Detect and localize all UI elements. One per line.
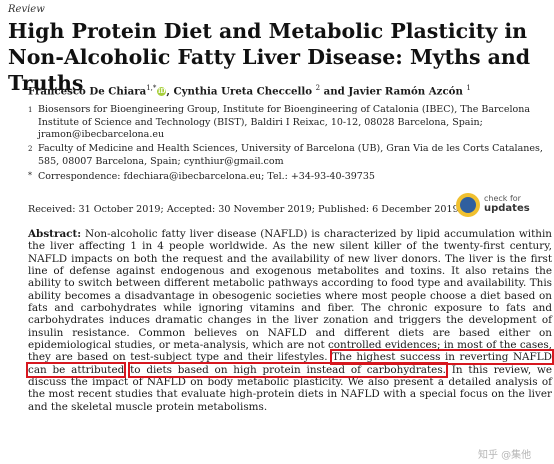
author-1-superscript: 1,*: [146, 84, 157, 92]
check-for-updates-icon: [456, 193, 480, 217]
author-1[interactable]: Francesco De Chiara: [28, 85, 147, 98]
watermark: 知乎 @集他: [478, 450, 532, 461]
check-for-updates-line-2: updates: [484, 203, 530, 214]
author-list: Francesco De Chiara1,* iD, Cynthia Ureta …: [28, 84, 548, 97]
correspondence: * Correspondence: fdechiara@ibecbarcelon…: [28, 171, 548, 184]
affiliation-text: Faculty of Medicine and Health Sciences,…: [38, 143, 543, 167]
check-for-updates-line-1: check for: [484, 194, 521, 203]
highlighted-sentence-line-1: The highest success in reverting NAFLD c…: [26, 349, 554, 378]
abstract-paragraph: Abstract: Non-alcoholic fatty liver dise…: [26, 228, 554, 413]
affiliation-number: 1: [28, 106, 33, 114]
correspondence-marker: *: [28, 171, 32, 180]
affiliation-1: 1 Biosensors for Bioengineering Group, I…: [28, 104, 548, 142]
author-3-superscript: 1: [466, 84, 471, 92]
affiliation-number: 2: [28, 145, 33, 153]
correspondence-text: Correspondence: fdechiara@ibecbarcelona.…: [38, 171, 375, 182]
author-2[interactable]: Cynthia Ureta Checcello: [173, 85, 313, 98]
highlighted-sentence-line-2: to diets based on high protein instead o…: [128, 361, 448, 378]
author-separator: and: [320, 85, 349, 98]
abstract-text-part-2: In this review, we discuss the impact of…: [28, 363, 552, 413]
paper-title-line-2: Non-Alcoholic Fatty Liver Disease: Myths…: [8, 45, 531, 95]
author-2-superscript: 2: [315, 84, 321, 92]
author-separator: ,: [166, 85, 174, 98]
affiliation-text: Biosensors for Bioengineering Group, Ins…: [38, 104, 531, 140]
paper-title: High Protein Diet and Metabolic Plastici…: [8, 18, 548, 96]
author-3[interactable]: Javier Ramón Azcón: [348, 85, 463, 98]
abstract-text-part-1: Non-alcoholic fatty liver disease (NAFLD…: [28, 228, 552, 364]
orcid-icon[interactable]: iD: [157, 87, 167, 97]
publication-dates: Received: 31 October 2019; Accepted: 30 …: [28, 204, 459, 215]
article-type-label: Review: [8, 4, 45, 15]
paper-title-line-1: High Protein Diet and Metabolic Plastici…: [8, 19, 528, 43]
affiliation-2: 2 Faculty of Medicine and Health Science…: [28, 143, 548, 168]
check-for-updates-badge[interactable]: check for updates: [456, 192, 548, 218]
abstract-label: Abstract:: [28, 228, 82, 240]
